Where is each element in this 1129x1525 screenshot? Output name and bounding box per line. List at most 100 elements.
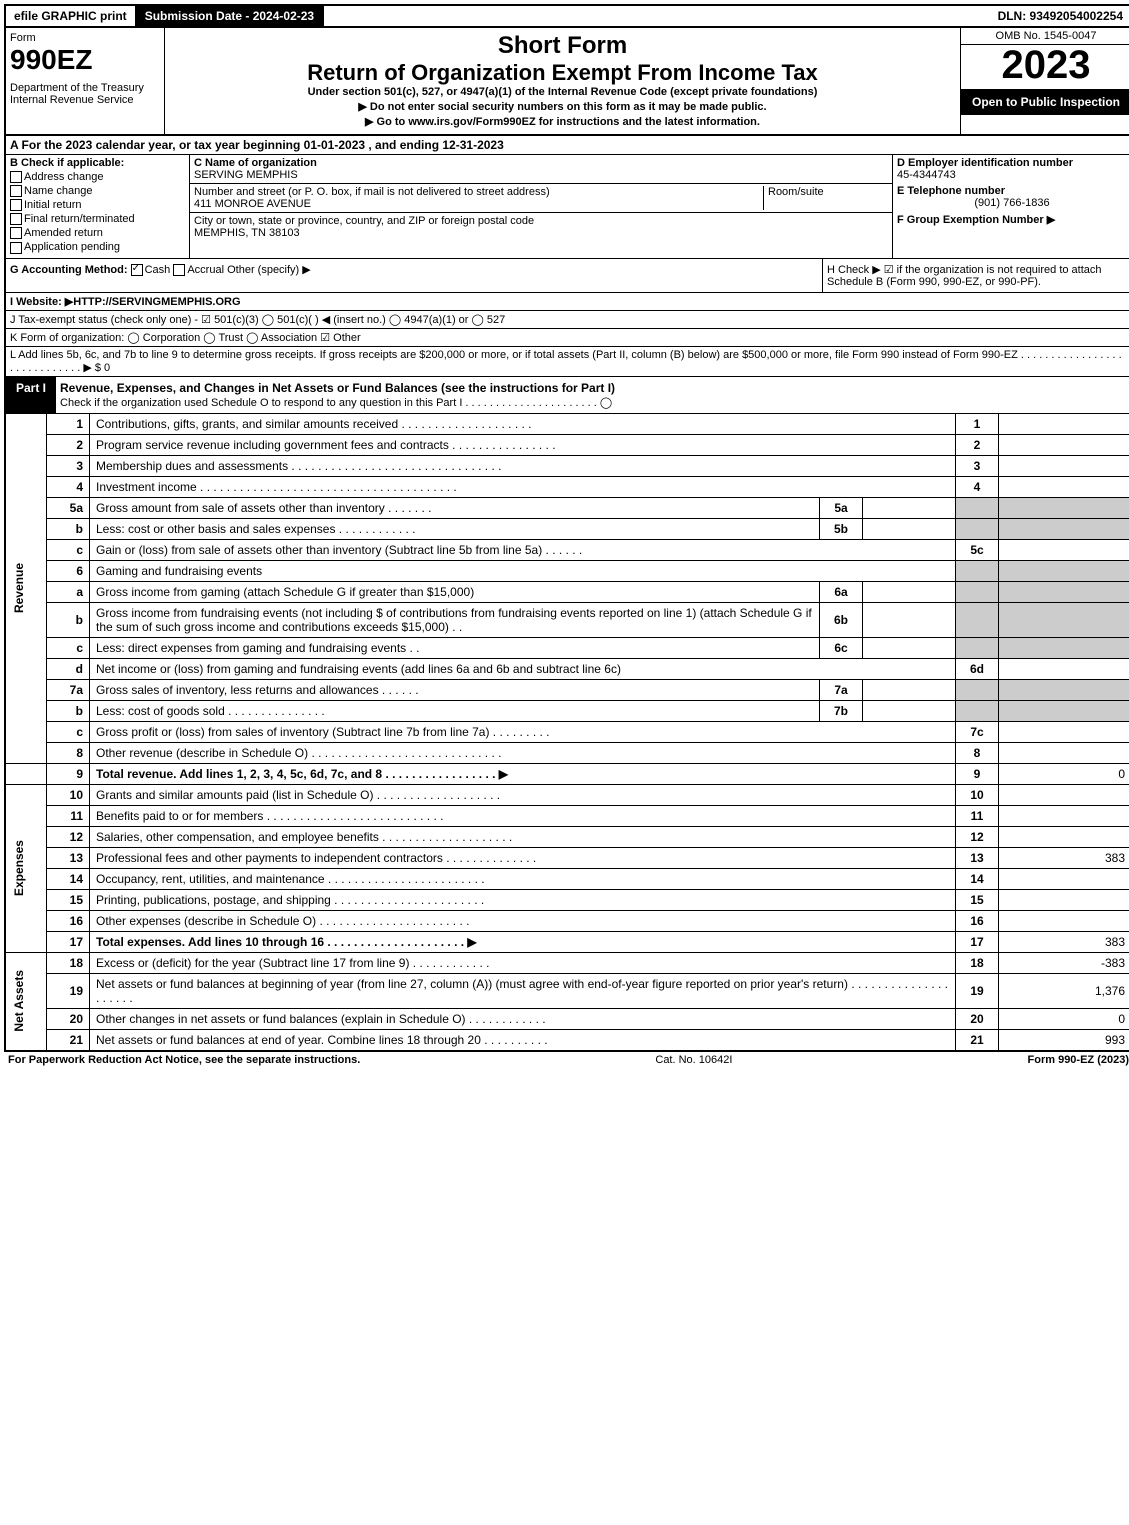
other-label: Other (specify) ▶ (227, 264, 311, 276)
line-desc: Gross income from fundraising events (no… (90, 602, 820, 637)
cb-label: Application pending (24, 241, 120, 253)
line-num: 1 (47, 414, 90, 435)
shaded-val (999, 602, 1129, 637)
line-box: 9 (956, 763, 999, 784)
line-desc: Less: direct expenses from gaming and fu… (90, 637, 820, 658)
footer-cat: Cat. No. 10642I (655, 1054, 732, 1066)
dln: DLN: 93492054002254 (990, 6, 1129, 26)
line-val (999, 784, 1129, 805)
line-num: 15 (47, 889, 90, 910)
gh-block: G Accounting Method: Cash Accrual Other … (4, 259, 1129, 293)
line-num: 17 (47, 931, 90, 952)
line-val (999, 910, 1129, 931)
tax-year: 2023 (961, 45, 1129, 85)
line-desc: Total expenses. Add lines 10 through 16 … (90, 931, 956, 952)
line-box: 11 (956, 805, 999, 826)
line-val (999, 805, 1129, 826)
line-num: 10 (47, 784, 90, 805)
efile-label: efile GRAPHIC print (6, 6, 137, 26)
line-box: 8 (956, 742, 999, 763)
department: Department of the Treasury Internal Reve… (10, 82, 160, 106)
line-box: 17 (956, 931, 999, 952)
footer: For Paperwork Reduction Act Notice, see … (4, 1052, 1129, 1068)
ein: 45-4344743 (897, 169, 1127, 181)
accrual-label: Accrual (187, 264, 224, 276)
shaded-val (999, 518, 1129, 539)
cb-name-change[interactable] (10, 185, 22, 197)
cb-label: Initial return (24, 199, 81, 211)
mid-box: 6b (820, 602, 863, 637)
cb-application-pending[interactable] (10, 242, 22, 254)
part1-sub: Check if the organization used Schedule … (60, 397, 612, 409)
part1-title: Revenue, Expenses, and Changes in Net As… (60, 381, 615, 395)
footer-left: For Paperwork Reduction Act Notice, see … (8, 1054, 360, 1066)
org-name: SERVING MEMPHIS (194, 169, 888, 181)
line-desc: Membership dues and assessments . . . . … (90, 455, 956, 476)
line-val (999, 539, 1129, 560)
cb-cash[interactable] (131, 264, 143, 276)
top-bar: efile GRAPHIC print Submission Date - 20… (4, 4, 1129, 28)
row-a-tax-year: A For the 2023 calendar year, or tax yea… (4, 136, 1129, 155)
line-box: 21 (956, 1029, 999, 1051)
line-desc: Professional fees and other payments to … (90, 847, 956, 868)
line-desc: Net assets or fund balances at beginning… (90, 973, 956, 1008)
shaded-val (999, 497, 1129, 518)
shaded-box (956, 637, 999, 658)
submission-date: Submission Date - 2024-02-23 (137, 6, 324, 26)
col-b: B Check if applicable: Address change Na… (6, 155, 190, 258)
line-val (999, 455, 1129, 476)
cb-accrual[interactable] (173, 264, 185, 276)
cb-final-return[interactable] (10, 213, 22, 225)
open-public: Open to Public Inspection (961, 89, 1129, 115)
shaded-box (956, 518, 999, 539)
line-box: 3 (956, 455, 999, 476)
cb-initial-return[interactable] (10, 199, 22, 211)
line-box: 6d (956, 658, 999, 679)
line-num: 21 (47, 1029, 90, 1051)
cb-address-change[interactable] (10, 171, 22, 183)
line-num: 7a (47, 679, 90, 700)
mid-val (863, 637, 956, 658)
line-num: c (47, 721, 90, 742)
line-desc: Salaries, other compensation, and employ… (90, 826, 956, 847)
part1-label: Part I (6, 377, 56, 413)
mid-box: 7a (820, 679, 863, 700)
line-box: 14 (956, 868, 999, 889)
row-k-org-form: K Form of organization: ◯ Corporation ◯ … (4, 329, 1129, 347)
g-label: G Accounting Method: (10, 264, 128, 276)
line-desc: Printing, publications, postage, and shi… (90, 889, 956, 910)
line-val (999, 476, 1129, 497)
mid-box: 7b (820, 700, 863, 721)
telephone: (901) 766-1836 (897, 197, 1127, 209)
line-val (999, 658, 1129, 679)
cb-label: Name change (24, 185, 93, 197)
b-label: B Check if applicable: (10, 157, 185, 169)
line-box: 7c (956, 721, 999, 742)
cb-amended-return[interactable] (10, 227, 22, 239)
line-val (999, 742, 1129, 763)
line-desc: Gross income from gaming (attach Schedul… (90, 581, 820, 602)
line-num: c (47, 637, 90, 658)
mid-val (863, 497, 956, 518)
mid-val (863, 700, 956, 721)
h-text: H Check ▶ ☑ if the organization is not r… (822, 259, 1129, 292)
row-l-gross-receipts: L Add lines 5b, 6c, and 7b to line 9 to … (4, 347, 1129, 377)
line-desc: Other changes in net assets or fund bala… (90, 1008, 956, 1029)
revenue-side-label: Revenue (12, 563, 26, 613)
line-box: 1 (956, 414, 999, 435)
shaded-val (999, 560, 1129, 581)
d-label: D Employer identification number (897, 157, 1127, 169)
col-def: D Employer identification number 45-4344… (893, 155, 1129, 258)
spacer (5, 763, 47, 784)
footer-form: Form 990-EZ (2023) (1028, 1054, 1129, 1066)
title-main: Return of Organization Exempt From Incom… (169, 60, 956, 86)
line-val: 1,376 (999, 973, 1129, 1008)
e-label: E Telephone number (897, 185, 1127, 197)
shaded-val (999, 581, 1129, 602)
line-desc: Less: cost or other basis and sales expe… (90, 518, 820, 539)
line-box: 20 (956, 1008, 999, 1029)
mid-val (863, 602, 956, 637)
line-desc: Grants and similar amounts paid (list in… (90, 784, 956, 805)
line-desc: Gross amount from sale of assets other t… (90, 497, 820, 518)
mid-val (863, 581, 956, 602)
